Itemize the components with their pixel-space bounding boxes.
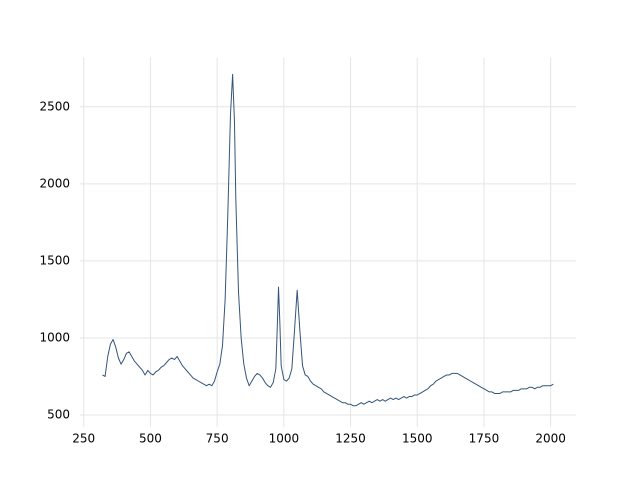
x-tick-label: 1750 bbox=[469, 432, 500, 446]
x-tick-label: 1000 bbox=[269, 432, 300, 446]
data-line bbox=[102, 73, 554, 407]
x-tick-label: 500 bbox=[139, 432, 162, 446]
x-tick-label: 1250 bbox=[335, 432, 366, 446]
x-tick-label: 750 bbox=[206, 432, 229, 446]
x-tick-label: 250 bbox=[72, 432, 95, 446]
y-tick-label: 1000 bbox=[39, 330, 70, 344]
y-tick-label: 2500 bbox=[39, 99, 70, 113]
x-tick-label: 1500 bbox=[402, 432, 433, 446]
y-tick-label: 1500 bbox=[39, 253, 70, 267]
x-tick-label: 2000 bbox=[535, 432, 566, 446]
y-tick-label: 500 bbox=[47, 408, 70, 422]
y-tick-label: 2000 bbox=[39, 176, 70, 190]
